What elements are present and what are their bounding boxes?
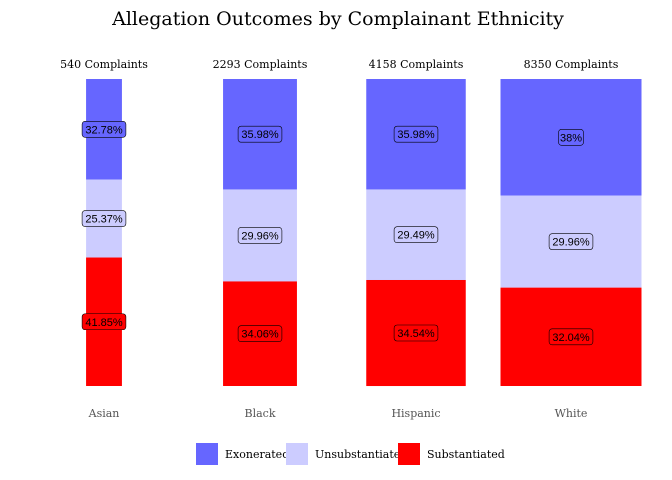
category-label: Hispanic — [391, 407, 440, 420]
data-label: 32.04% — [552, 332, 590, 344]
data-label-box — [81, 313, 127, 331]
legend-label: Substantiated — [427, 448, 505, 461]
data-label: 32.78% — [85, 124, 123, 136]
complaint-count-label: 4158 Complaints — [369, 58, 464, 71]
data-label-box — [393, 125, 439, 143]
category-label: Asian — [88, 407, 120, 420]
data-label-box — [558, 129, 584, 146]
category-label: Black — [245, 407, 276, 420]
data-label: 35.98% — [397, 129, 435, 141]
complaint-count-label: 8350 Complaints — [524, 58, 619, 71]
data-label-box — [393, 226, 439, 244]
data-label: 25.37% — [85, 214, 123, 226]
data-label: 34.06% — [241, 329, 279, 341]
legend-swatch-substantiated — [398, 443, 420, 465]
data-label-box — [237, 325, 283, 343]
data-label-box — [81, 121, 127, 138]
data-label: 35.98% — [241, 129, 279, 141]
legend: Exonerated Unsubstantiated Substantiated — [196, 443, 505, 465]
data-label-box — [81, 210, 127, 227]
data-label-box — [548, 328, 594, 346]
complaint-count-label: 2293 Complaints — [213, 58, 308, 71]
legend-swatch-unsubstantiated — [286, 443, 308, 465]
plot-area: 540 Complaints 32.78% 25.37% 41.85% Asian 229… — [60, 58, 642, 420]
data-label-box — [237, 227, 283, 244]
legend-swatch-exonerated — [196, 443, 218, 465]
data-label: 29.96% — [241, 230, 279, 242]
data-label: 38% — [560, 132, 582, 144]
complaint-count-label: 540 Complaints — [60, 58, 148, 71]
data-label-box — [393, 324, 439, 342]
legend-label: Exonerated — [225, 448, 289, 461]
category-label: White — [555, 407, 588, 420]
data-label-box — [237, 125, 283, 143]
data-label: 41.85% — [85, 317, 123, 329]
data-label: 29.49% — [397, 230, 435, 242]
legend-label: Unsubstantiated — [315, 448, 407, 461]
chart-title: Allegation Outcomes by Complainant Ethni… — [111, 8, 564, 30]
data-label: 29.96% — [552, 237, 590, 249]
data-label: 34.54% — [397, 328, 435, 340]
data-label-box — [548, 233, 594, 250]
